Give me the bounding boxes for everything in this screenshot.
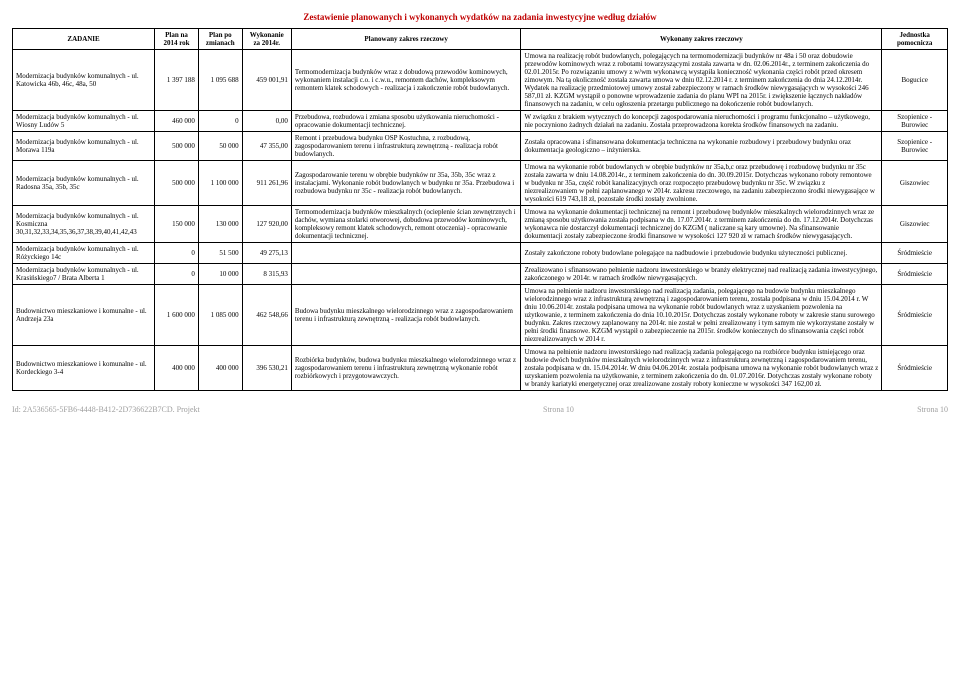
cell-wykonany: Umowa na realizację robót budowlanych, p… <box>521 50 882 111</box>
cell-planowany: Budowa budynku mieszkalnego wielorodzinn… <box>291 285 521 346</box>
cell-jednostka: Śródmieście <box>882 264 948 285</box>
footer-id: Id: 2A536565-5FB6-4448-B412-2D736622B7CD… <box>12 405 200 414</box>
cell-plan-po: 51 500 <box>198 243 242 264</box>
cell-planowany <box>291 243 521 264</box>
col-wykonanie: Wykonanie za 2014r. <box>242 29 291 50</box>
table-row: Modernizacja budynków komunalnych - ul. … <box>13 50 948 111</box>
table-row: Budownictwo mieszkaniowe i komunalne - u… <box>13 346 948 391</box>
cell-plan-na: 1 600 000 <box>155 285 199 346</box>
col-plan-na: Plan na 2014 rok <box>155 29 199 50</box>
cell-jednostka: Giszowiec <box>882 206 948 243</box>
cell-zadanie: Modernizacja budynków komunalnych - ul. … <box>13 264 155 285</box>
cell-zadanie: Modernizacja budynków komunalnych - ul. … <box>13 161 155 206</box>
cell-wykonanie: 8 315,93 <box>242 264 291 285</box>
col-zadanie: ZADANIE <box>13 29 155 50</box>
cell-planowany: Rozbiórka budynków, budowa budynku miesz… <box>291 346 521 391</box>
cell-wykonany: Została opracowana i sfinansowana dokume… <box>521 132 882 161</box>
cell-plan-na: 1 397 188 <box>155 50 199 111</box>
cell-wykonanie: 127 920,00 <box>242 206 291 243</box>
cell-planowany: Termomodernizacja budynków wraz z dobudo… <box>291 50 521 111</box>
cell-planowany: Remont i przebudowa budynku OSP Kostuchn… <box>291 132 521 161</box>
document-title: Zestawienie planowanych i wykonanych wyd… <box>12 12 948 22</box>
cell-planowany: Termomodernizacja budynków mieszkalnych … <box>291 206 521 243</box>
cell-plan-po: 400 000 <box>198 346 242 391</box>
cell-wykonany: Zrealizowano i sfinansowano pełnienie na… <box>521 264 882 285</box>
investments-table: ZADANIE Plan na 2014 rok Plan po zmianac… <box>12 28 948 391</box>
cell-plan-po: 1 085 000 <box>198 285 242 346</box>
cell-planowany <box>291 264 521 285</box>
cell-zadanie: Modernizacja budynków komunalnych - ul. … <box>13 132 155 161</box>
cell-wykonanie: 462 548,66 <box>242 285 291 346</box>
col-plan-po: Plan po zmianach <box>198 29 242 50</box>
table-row: Modernizacja budynków komunalnych - ul. … <box>13 206 948 243</box>
cell-plan-na: 500 000 <box>155 161 199 206</box>
col-jednostka: Jednostka pomocnicza <box>882 29 948 50</box>
cell-plan-po: 1 100 000 <box>198 161 242 206</box>
cell-plan-na: 400 000 <box>155 346 199 391</box>
cell-plan-po: 0 <box>198 111 242 132</box>
table-row: Modernizacja budynków komunalnych - ul. … <box>13 161 948 206</box>
page-footer: Id: 2A536565-5FB6-4448-B412-2D736622B7CD… <box>12 405 948 414</box>
cell-jednostka: Śródmieście <box>882 243 948 264</box>
col-wykonany: Wykonany zakres rzeczowy <box>521 29 882 50</box>
table-row: Modernizacja budynków komunalnych - ul. … <box>13 111 948 132</box>
cell-zadanie: Budownictwo mieszkaniowe i komunalne - u… <box>13 285 155 346</box>
footer-page-center: Strona 10 <box>543 405 574 414</box>
cell-wykonanie: 911 261,96 <box>242 161 291 206</box>
cell-plan-na: 460 000 <box>155 111 199 132</box>
footer-page-right: Strona 10 <box>917 405 948 414</box>
cell-wykonanie: 396 530,21 <box>242 346 291 391</box>
cell-jednostka: Szopienice - Burowiec <box>882 111 948 132</box>
table-row: Modernizacja budynków komunalnych - ul. … <box>13 264 948 285</box>
cell-plan-na: 0 <box>155 264 199 285</box>
cell-plan-na: 150 000 <box>155 206 199 243</box>
cell-plan-po: 1 095 688 <box>198 50 242 111</box>
cell-wykonanie: 0,00 <box>242 111 291 132</box>
cell-jednostka: Giszowiec <box>882 161 948 206</box>
table-row: Budownictwo mieszkaniowe i komunalne - u… <box>13 285 948 346</box>
cell-zadanie: Modernizacja budynków komunalnych - ul. … <box>13 111 155 132</box>
cell-jednostka: Śródmieście <box>882 285 948 346</box>
cell-zadanie: Modernizacja budynków komunalnych - ul. … <box>13 50 155 111</box>
cell-wykonany: Umowa na wykonanie robót budowlanych w o… <box>521 161 882 206</box>
cell-plan-po: 10 000 <box>198 264 242 285</box>
cell-jednostka: Bogucice <box>882 50 948 111</box>
cell-wykonany: Umowa na pełnienie nadzoru inwestorskieg… <box>521 285 882 346</box>
cell-wykonany: Zostały zakończone roboty budowlane pole… <box>521 243 882 264</box>
cell-zadanie: Modernizacja budynków komunalnych - ul. … <box>13 243 155 264</box>
cell-plan-po: 130 000 <box>198 206 242 243</box>
table-row: Modernizacja budynków komunalnych - ul. … <box>13 132 948 161</box>
cell-jednostka: Szopienice - Burowiec <box>882 132 948 161</box>
cell-zadanie: Modernizacja budynków komunalnych - ul. … <box>13 206 155 243</box>
cell-wykonany: W związku z brakiem wytycznych do koncep… <box>521 111 882 132</box>
cell-plan-na: 0 <box>155 243 199 264</box>
cell-wykonanie: 459 001,91 <box>242 50 291 111</box>
cell-jednostka: Śródmieście <box>882 346 948 391</box>
cell-plan-po: 50 000 <box>198 132 242 161</box>
cell-wykonany: Umowa na pełnienie nadzoru inwestorskieg… <box>521 346 882 391</box>
cell-zadanie: Budownictwo mieszkaniowe i komunalne - u… <box>13 346 155 391</box>
cell-wykonanie: 49 275,13 <box>242 243 291 264</box>
cell-wykonanie: 47 355,00 <box>242 132 291 161</box>
table-header-row: ZADANIE Plan na 2014 rok Plan po zmianac… <box>13 29 948 50</box>
table-row: Modernizacja budynków komunalnych - ul. … <box>13 243 948 264</box>
col-planowany: Planowany zakres rzeczowy <box>291 29 521 50</box>
cell-planowany: Zagospodarowanie terenu w obrębie budynk… <box>291 161 521 206</box>
cell-planowany: Przebudowa, rozbudowa i zmiana sposobu u… <box>291 111 521 132</box>
cell-wykonany: Umowa na wykonanie dokumentacji technicz… <box>521 206 882 243</box>
cell-plan-na: 500 000 <box>155 132 199 161</box>
